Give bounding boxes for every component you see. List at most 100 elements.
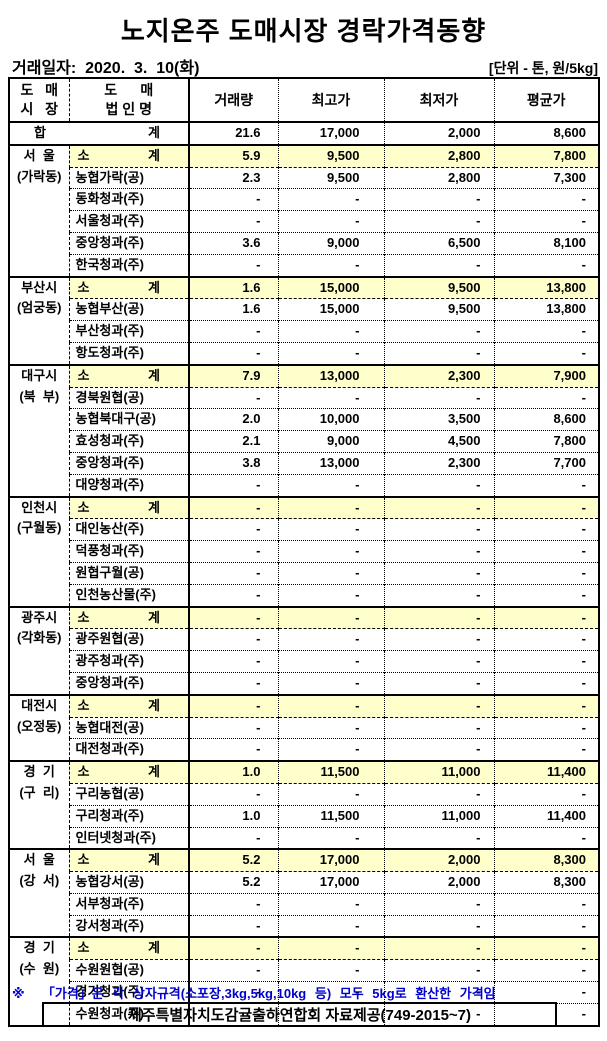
label-left: 소 [77,367,90,383]
company-name-cell: 농협대전(공) [69,716,190,739]
market-cell: 광주시 (각화동) [9,605,70,695]
avg-price-cell: - [494,782,599,806]
low-price-cell: - [384,981,495,1004]
label-right: 계 [148,499,160,515]
low-price-cell: - [384,341,495,365]
volume-cell: - [189,936,279,960]
company-row: 한국청과(주) - - - - [9,253,599,277]
high-price-cell: - [278,605,385,629]
avg-price-cell: - [494,341,599,365]
market-cell: 경 기 (수 원) [9,936,70,1026]
avg-price-cell: - [494,583,599,607]
low-price-cell: - [384,650,495,673]
volume-cell: - [189,583,279,607]
volume-cell: 3.8 [189,451,279,475]
low-price-cell: - [384,495,495,519]
low-price-cell: - [384,738,495,762]
low-price-cell: - [384,936,495,960]
avg-price-cell: 8,300 [494,848,599,872]
high-price-cell: - [278,782,385,806]
volume-cell: 21.6 [189,122,279,145]
volume-cell: 2.0 [189,408,279,431]
company-name-cell: 서부청과(주) [69,892,190,916]
volume-cell: - [189,671,279,695]
high-price-cell: - [278,693,385,718]
low-price-cell: - [384,583,495,607]
company-name-cell: 대전청과(주) [69,738,190,762]
company-row: 강서청과(주) - - - - [9,914,599,938]
subtotal-row: 광주시 (각화동) 소 계 - - - - [9,605,599,695]
low-price-cell: - [384,518,495,541]
company-row: 경기청과(주) - - - - [9,981,599,1004]
company-name-cell: 경북원협(공) [69,386,190,409]
company-row: 광주청과(주) - - - - [9,650,599,673]
company-row: 덕풍청과(주) - - - - [9,540,599,563]
col-header-volume: 거래량 [189,78,279,123]
avg-price-cell: - [494,738,599,762]
avg-price-cell: 7,900 [494,363,599,388]
volume-cell: - [189,495,279,519]
avg-price-cell: - [494,936,599,960]
high-price-cell: 15,000 [278,298,385,321]
low-price-cell: 4,500 [384,430,495,453]
high-price-cell: - [278,671,385,695]
high-price-cell: 13,000 [278,451,385,475]
market-cell: 부산시 (엄궁동) [9,275,70,365]
col-header-avg: 평균가 [494,78,599,123]
low-price-cell: 2,300 [384,451,495,475]
low-price-cell: - [384,386,495,409]
avg-price-cell: 13,800 [494,298,599,321]
volume-cell: 5.9 [189,143,279,168]
label-right: 계 [148,147,160,163]
company-row: 농협강서(공) 5.2 17,000 2,000 8,300 [9,871,599,894]
avg-price-cell: 8,100 [494,231,599,255]
high-price-cell: 17,000 [278,122,385,145]
avg-price-cell: - [494,473,599,497]
low-price-cell: - [384,914,495,938]
company-name-cell: 수원원협(공) [69,959,190,982]
company-row: 대양청과(주) - - - - [9,473,599,497]
low-price-cell: 9,500 [384,275,495,299]
company-name-cell: 구리청과(주) [69,804,190,827]
low-price-cell: 11,000 [384,760,495,784]
company-row: 대인농산(주) - - - - [9,518,599,541]
low-price-cell: 6,500 [384,231,495,255]
price-conversion-note: ※ 「가격」은 각 상자규격(소포장,3kg,5kg,10kg 등) 모두 5k… [12,986,496,1001]
volume-cell: - [189,693,279,718]
high-price-cell: 11,500 [278,804,385,827]
company-name-cell: 동화청과(주) [69,188,190,211]
high-price-cell: 9,500 [278,166,385,189]
market-cell: 서 울 (강 서) [9,848,70,938]
low-price-cell: - [384,253,495,277]
volume-cell: - [189,628,279,651]
avg-price-cell: 7,800 [494,143,599,168]
high-price-cell: - [278,738,385,762]
market-cell: 대전시 (오정동) [9,693,70,762]
company-row: 항도청과(주) - - - - [9,341,599,365]
company-row: 농협가락(공) 2.3 9,500 2,800 7,300 [9,166,599,189]
market-cell: 인천시 (구월동) [9,495,70,607]
high-price-cell: - [278,518,385,541]
volume-cell: - [189,738,279,762]
avg-price-cell: - [494,671,599,695]
label-right: 계 [148,125,160,140]
company-name-cell: 대인농산(주) [69,518,190,541]
subtotal-row: 경 기 (수 원) 소 계 - - - - [9,936,599,1026]
label-right: 계 [148,609,160,625]
avg-price-cell: - [494,561,599,585]
low-price-cell: - [384,959,495,982]
company-row: 농협대전(공) - - - - [9,716,599,739]
low-price-cell: - [384,826,495,850]
low-price-cell: 9,500 [384,298,495,321]
high-price-cell: - [278,716,385,739]
company-name-cell: 경기청과(주) [69,981,190,1004]
high-price-cell: 11,500 [278,760,385,784]
low-price-cell: 2,800 [384,143,495,168]
high-price-cell: - [278,650,385,673]
label-right: 계 [148,697,160,713]
